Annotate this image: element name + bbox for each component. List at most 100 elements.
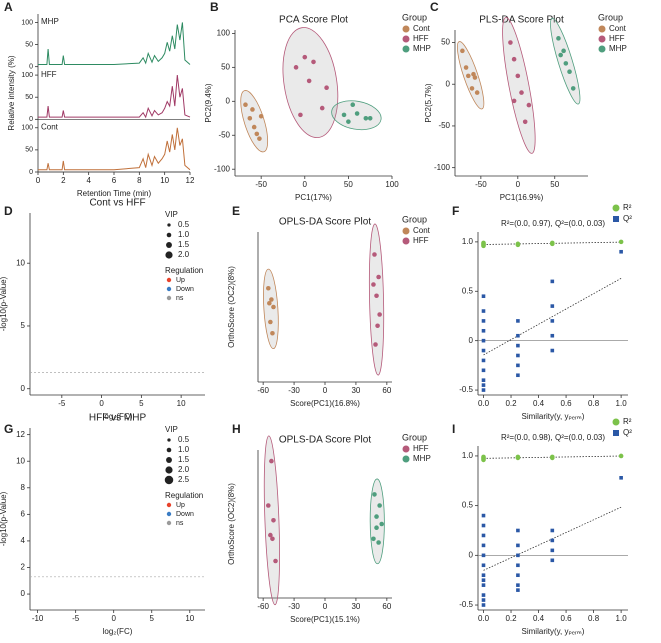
x-tick-label: -10	[32, 614, 44, 623]
fit-line	[483, 277, 622, 356]
y-axis-label: -log10(p-Value)	[0, 276, 8, 331]
point	[472, 75, 478, 80]
point	[251, 124, 257, 130]
x-tick-label: -50	[255, 180, 267, 189]
legend-label: Up	[176, 277, 185, 284]
point	[293, 65, 299, 70]
point	[511, 56, 517, 62]
panel-label: H	[232, 422, 241, 436]
point	[474, 90, 480, 95]
legend-title: Group	[402, 214, 427, 224]
point	[550, 319, 555, 323]
fit-line	[483, 455, 622, 459]
annotation: R²=(0.0, 0.98), Q²=(0.0, 0.03)	[501, 433, 605, 442]
x-tick-label: 100	[385, 180, 399, 189]
point	[481, 294, 486, 299]
y-tick-label: 0	[21, 384, 26, 393]
x-tick-label: 0.6	[561, 614, 573, 623]
point	[619, 476, 623, 480]
point	[350, 102, 356, 107]
legend-label: 0.5	[178, 220, 190, 229]
y-tick-label: 5	[21, 321, 26, 330]
legend-label: 0.5	[178, 435, 190, 444]
x-tick-label: -30	[288, 386, 300, 395]
point	[324, 85, 329, 91]
point	[354, 111, 360, 116]
x-tick-label: 2	[61, 176, 66, 185]
y-tick-label: 2	[21, 563, 26, 572]
x-tick-label: -5	[72, 614, 80, 623]
point	[516, 343, 520, 348]
point	[481, 593, 486, 597]
x-tick-label: 0.2	[505, 614, 517, 623]
panel-label: B	[210, 0, 219, 14]
legend-swatch	[402, 35, 410, 43]
point	[516, 528, 520, 533]
point	[341, 112, 347, 118]
y-tick-label: -0.5	[459, 600, 473, 609]
x-axis-label: Score(PC1)(15.1%)	[290, 615, 360, 624]
point	[558, 52, 563, 58]
point	[516, 333, 520, 338]
confidence-ellipse	[368, 223, 385, 376]
point	[268, 319, 273, 325]
x-tick-label: 4	[86, 176, 91, 185]
y-tick-label: 100	[21, 125, 33, 132]
point	[371, 536, 376, 542]
x-tick-label: 0.0	[478, 614, 490, 623]
x-tick-label: -60	[257, 386, 269, 395]
point	[481, 358, 486, 363]
point	[516, 373, 520, 378]
y-tick-label: 0	[29, 64, 33, 71]
confidence-ellipse	[369, 478, 385, 565]
size-swatch	[166, 232, 172, 238]
legend-swatch	[166, 520, 172, 526]
panel-label: E	[232, 204, 240, 218]
point	[469, 86, 475, 91]
point	[481, 348, 486, 353]
y-tick-label: 10	[16, 456, 25, 465]
y-tick-label: 0.5	[462, 501, 474, 510]
x-tick-label: 0.8	[588, 399, 600, 408]
point	[563, 61, 569, 66]
x-tick-label: 30	[351, 602, 360, 611]
x-axis-label: log₂(FC)	[103, 412, 133, 421]
point	[254, 131, 260, 137]
y-tick-label: 0	[29, 169, 33, 176]
confidence-ellipse	[263, 268, 279, 350]
y-tick-label: 100	[217, 29, 231, 38]
point	[257, 136, 262, 141]
point	[247, 115, 253, 121]
x-axis-label: Similarity(y, yₚₑᵣₘ)	[522, 627, 585, 636]
y-tick-label: -100	[434, 163, 451, 172]
point	[266, 503, 271, 508]
legend-swatch	[402, 237, 410, 245]
point	[269, 297, 274, 302]
y-tick-label: 0	[469, 336, 474, 345]
panel-label: D	[4, 204, 13, 218]
legend-label: HFF	[609, 34, 625, 43]
legend-label: 2.5	[178, 475, 190, 484]
legend-swatch	[166, 511, 172, 517]
x-tick-label: 0	[36, 176, 41, 185]
point	[618, 239, 624, 245]
x-tick-label: -50	[475, 180, 487, 189]
x-tick-label: -30	[288, 602, 300, 611]
legend-title: Group	[598, 12, 623, 22]
panel-label: A	[4, 0, 13, 14]
point	[515, 73, 521, 79]
point	[550, 454, 555, 460]
point	[550, 333, 555, 338]
x-tick-label: 12	[186, 176, 195, 185]
y-axis-label: -log10(p-Value)	[0, 491, 8, 546]
x-tick-label: -60	[257, 602, 269, 611]
x-tick-label: 0.4	[533, 399, 545, 408]
y-tick-label: 0	[21, 589, 26, 598]
y-tick-label: 50	[25, 94, 33, 101]
y-tick-label: 8	[21, 483, 26, 492]
chart-title: Cont vs HFF	[89, 198, 145, 209]
legend-label: 1.5	[178, 455, 190, 464]
legend-label: 1.0	[178, 230, 190, 239]
y-tick-label: 6	[21, 509, 26, 518]
point	[460, 48, 465, 54]
